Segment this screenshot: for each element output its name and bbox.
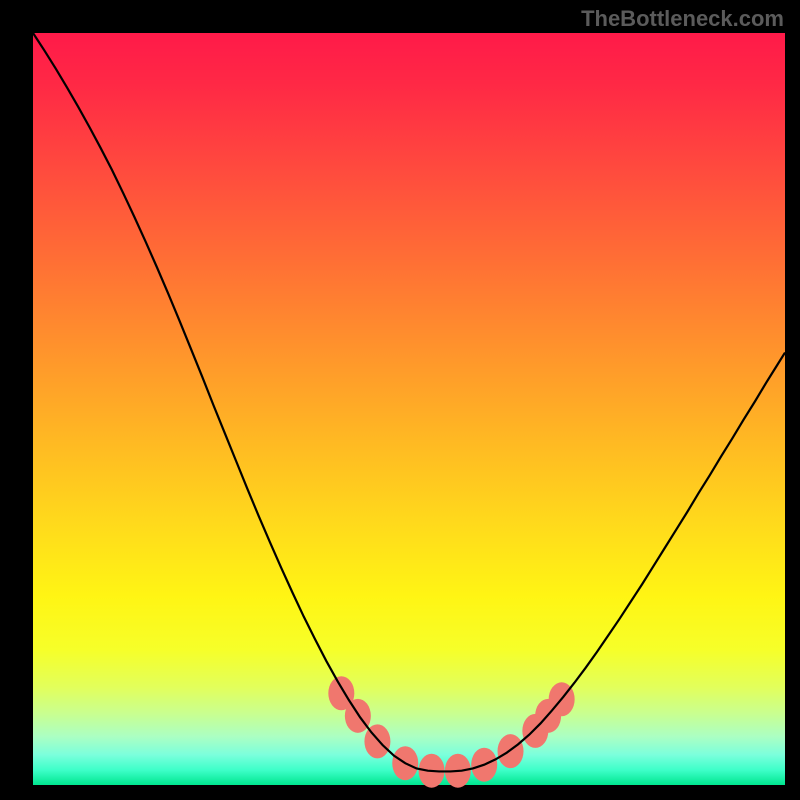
- bottleneck-chart: TheBottleneck.com: [0, 0, 800, 800]
- plot-background: [33, 33, 785, 785]
- watermark-text: TheBottleneck.com: [581, 6, 784, 31]
- chart-container: TheBottleneck.com: [0, 0, 800, 800]
